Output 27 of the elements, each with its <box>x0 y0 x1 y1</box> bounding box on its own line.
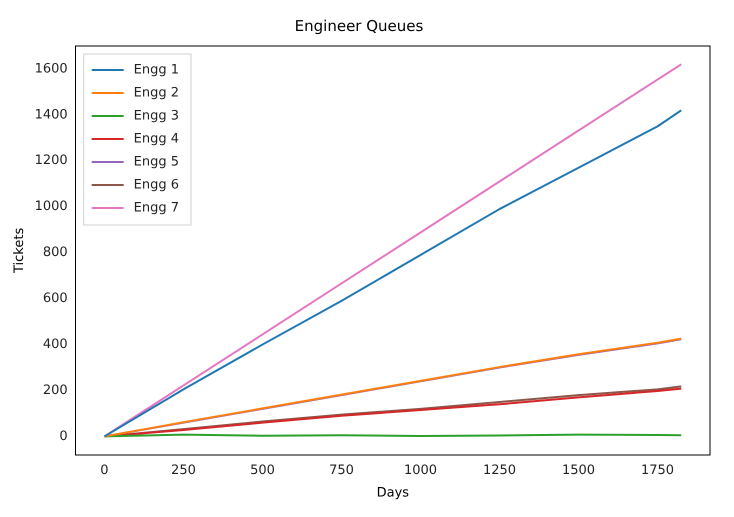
legend-label: Engg 1 <box>134 62 180 78</box>
y-tick-label: 800 <box>42 245 68 260</box>
legend-label: Engg 7 <box>134 200 180 216</box>
y-tick-label: 0 <box>59 428 68 444</box>
legend-label: Engg 4 <box>134 131 180 146</box>
chart-title: Engineer Queues <box>294 16 424 35</box>
y-tick-label: 1400 <box>34 107 68 122</box>
y-tick-label: 1200 <box>34 153 68 168</box>
legend-label: Engg 2 <box>134 85 180 100</box>
legend-label: Engg 5 <box>134 154 180 170</box>
y-tick-label: 600 <box>42 291 68 306</box>
y-tick-label: 400 <box>42 336 68 352</box>
x-tick-label: 250 <box>171 462 196 478</box>
y-tick-label: 1600 <box>34 61 68 76</box>
x-tick-label: 1000 <box>404 462 438 478</box>
y-axis-title: Tickets <box>12 228 28 274</box>
x-tick-label: 1250 <box>482 462 516 478</box>
y-tick-label: 1000 <box>34 199 68 214</box>
x-tick-label: 1750 <box>640 462 674 478</box>
legend-label: Engg 6 <box>134 177 180 192</box>
x-tick-label: 0 <box>100 462 109 478</box>
x-tick-label: 500 <box>250 462 275 478</box>
y-tick-label: 200 <box>42 382 68 398</box>
x-axis-title: Days <box>376 486 410 501</box>
x-tick-label: 1500 <box>562 462 596 478</box>
x-tick-label: 750 <box>329 462 354 478</box>
legend-label: Engg 3 <box>134 108 180 124</box>
